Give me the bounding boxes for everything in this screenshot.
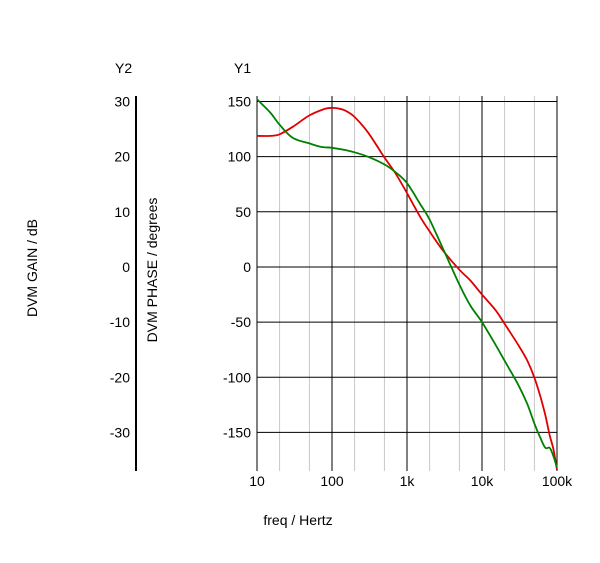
y1-tick-label: -150 xyxy=(223,424,251,440)
y1-tick-label: 100 xyxy=(228,149,252,165)
series-layer xyxy=(256,98,558,471)
x-axis-label: freq / Hertz xyxy=(263,512,332,528)
y2-tick-label: 0 xyxy=(122,259,130,275)
y2-tick-label: -20 xyxy=(110,369,130,385)
y2-tick-label: 30 xyxy=(114,94,130,110)
y1-tick-label: 0 xyxy=(243,259,251,275)
y1-axis-name: Y1 xyxy=(234,60,251,76)
y1-tick-label: -100 xyxy=(223,369,251,385)
y1-tick-labels: 150 100 50 0 -50 -100 -150 xyxy=(223,94,251,441)
y2-tick-label: -10 xyxy=(110,314,130,330)
x-tick-label: 10k xyxy=(471,473,495,489)
x-tick-label: 100k xyxy=(542,473,573,489)
x-tick-label: 1k xyxy=(400,473,416,489)
major-grid xyxy=(256,96,558,471)
y2-axis-label: DVM GAIN / dB xyxy=(24,219,40,317)
y2-axis-name: Y2 xyxy=(115,60,132,76)
y1-tick-label: 50 xyxy=(235,204,251,220)
x-tick-label: 10 xyxy=(249,473,265,489)
x-tick-label: 100 xyxy=(320,473,344,489)
phase-series-line xyxy=(256,98,558,468)
y1-tick-label: 150 xyxy=(228,94,252,110)
x-tick-labels: 10 100 1k 10k 100k xyxy=(249,473,573,489)
y2-tick-label: 20 xyxy=(114,149,130,165)
y2-tick-label: -30 xyxy=(110,424,130,440)
y1-tick-label: -50 xyxy=(231,314,251,330)
gain-series-line xyxy=(256,106,558,471)
y1-axis-label: DVM PHASE / degrees xyxy=(144,198,160,343)
y2-tick-label: 10 xyxy=(114,204,130,220)
y2-tick-labels: 30 20 10 0 -10 -20 -30 xyxy=(110,94,130,441)
